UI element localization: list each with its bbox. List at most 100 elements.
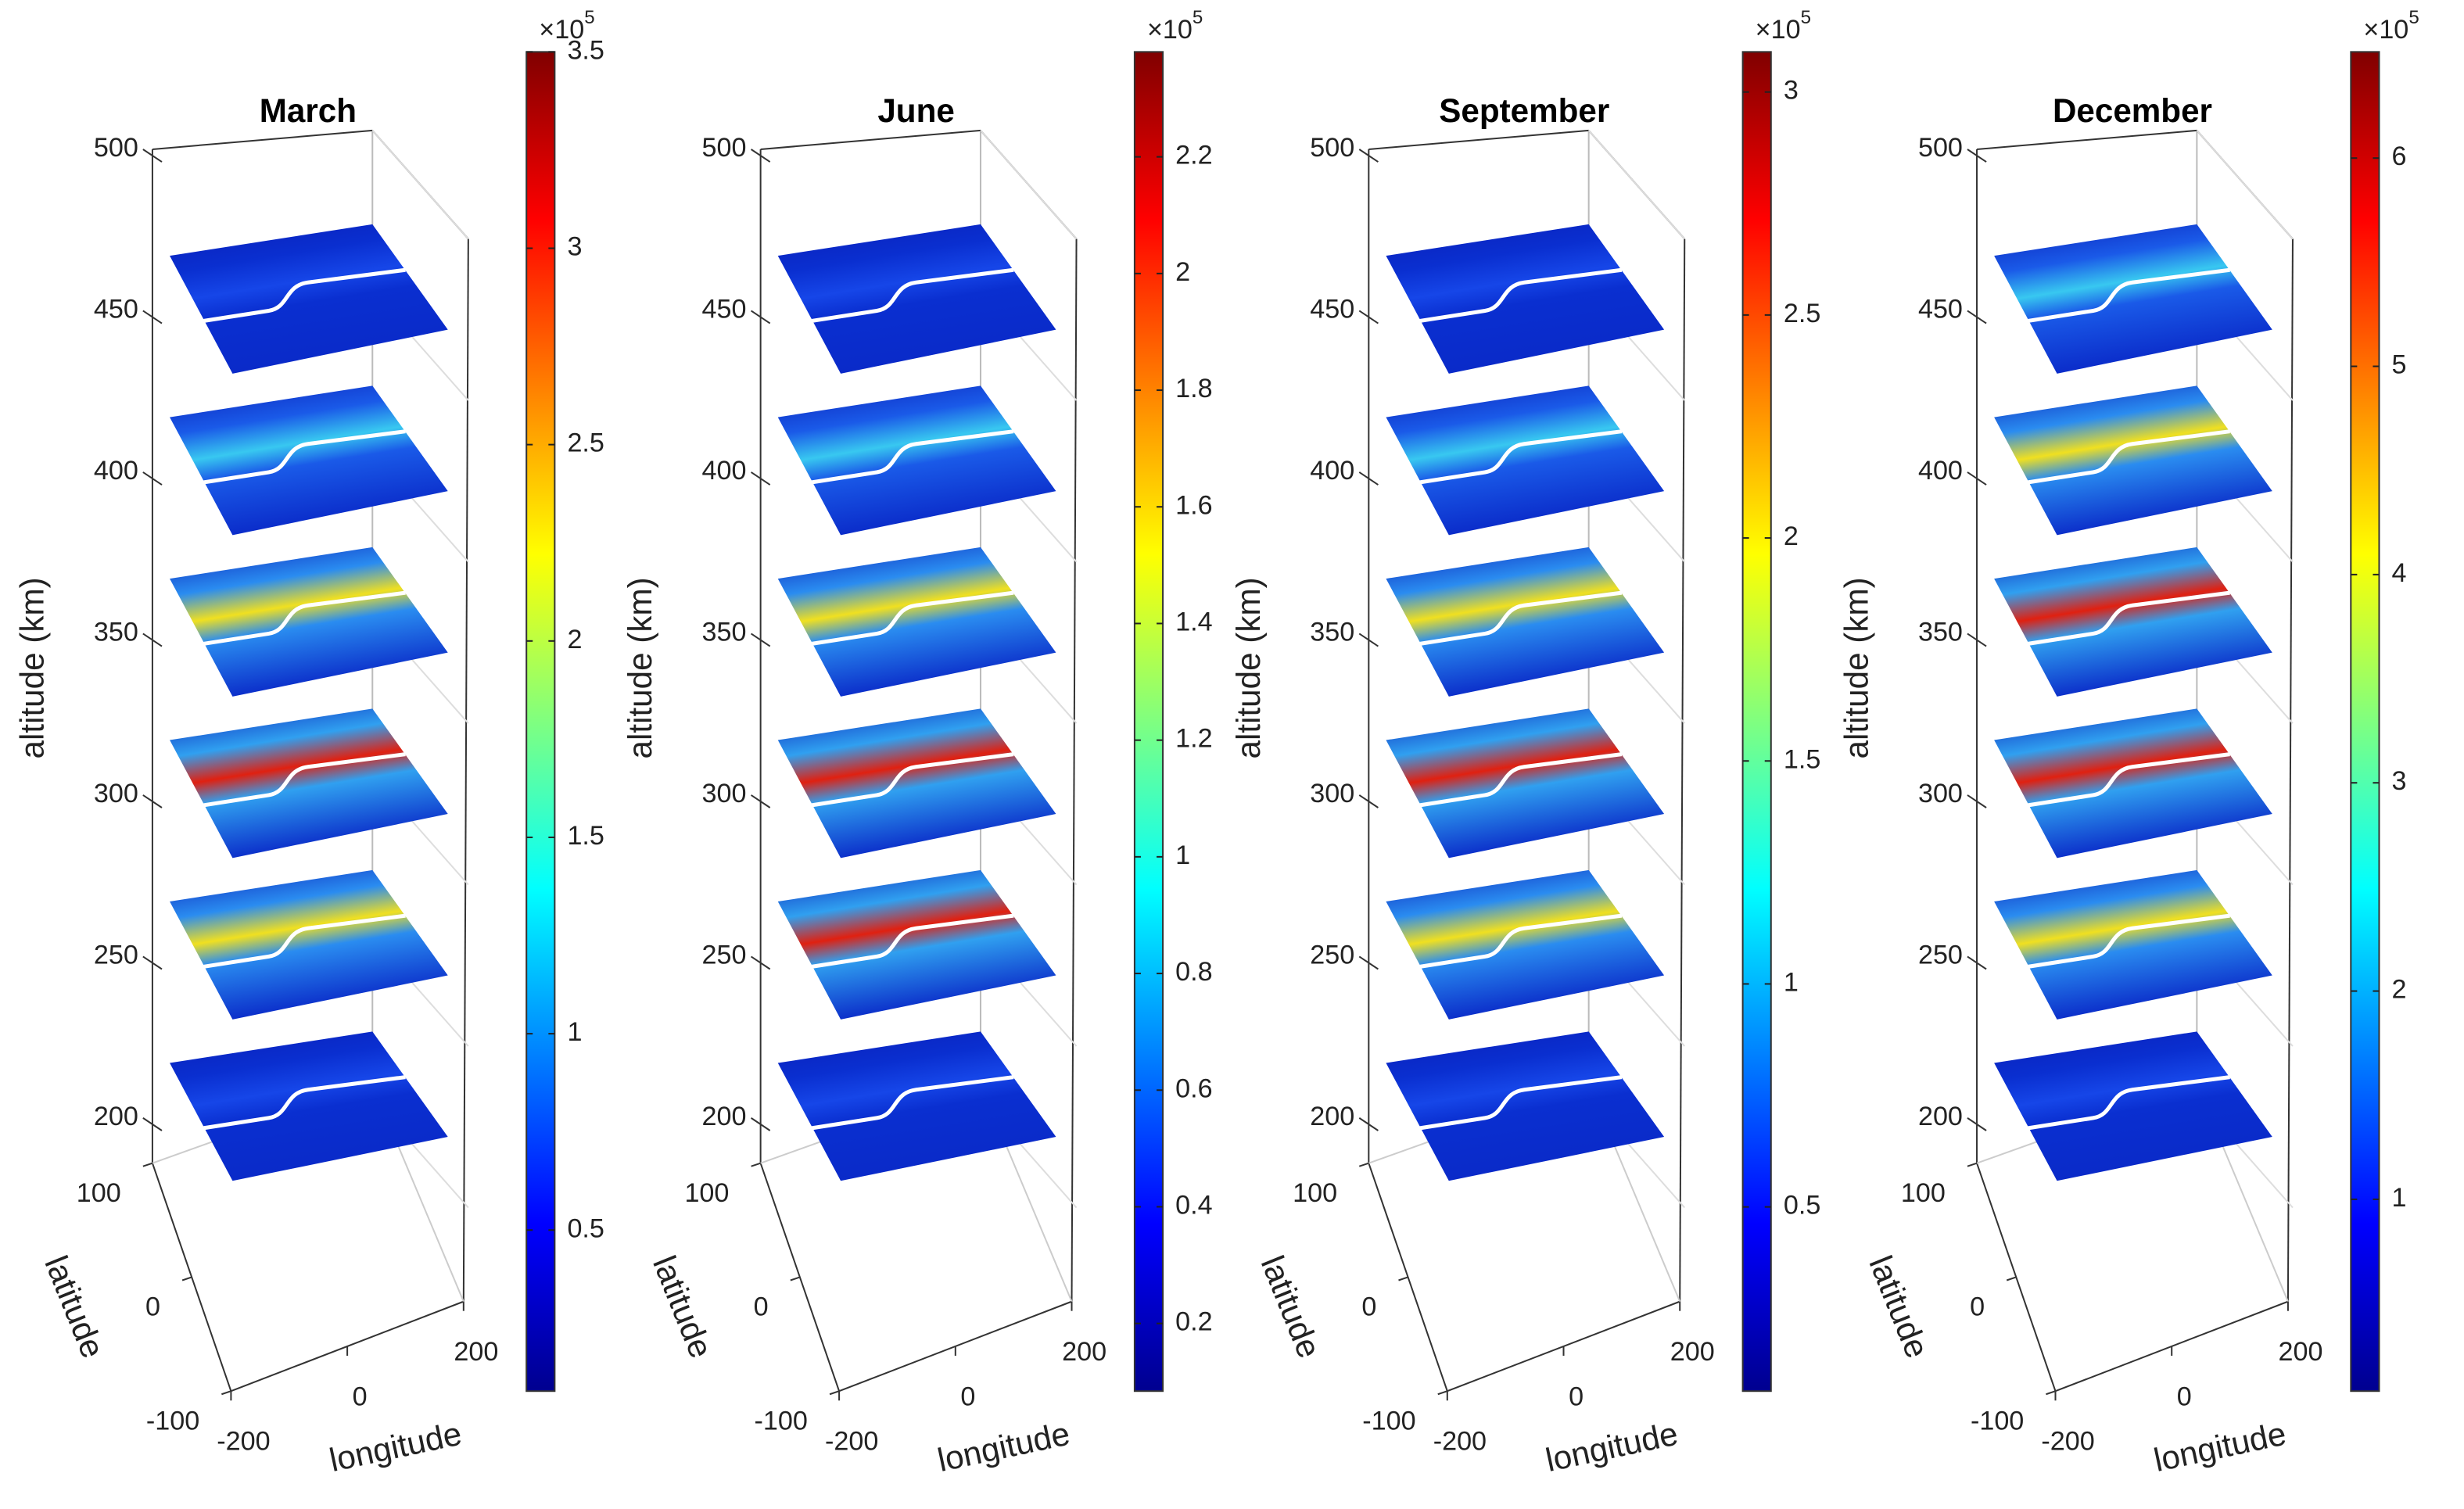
y-axis-label: latitude [646, 1251, 720, 1364]
equator-line [2021, 429, 2230, 486]
z-axis-label: altitude (km) [1230, 577, 1267, 758]
colorbar-tick-label: 3.5 [567, 35, 604, 65]
z-tick-label: 500 [1310, 133, 1354, 163]
z-tick [751, 1117, 771, 1131]
colorbar-tick-label: 0.6 [1175, 1074, 1212, 1103]
y-tick-label: 0 [1361, 1292, 1376, 1322]
colorbar-tick-label: 2 [2392, 975, 2407, 1005]
z-tick-label: 500 [94, 133, 138, 163]
equator-line [1414, 429, 1623, 486]
z-tick [1967, 1117, 1987, 1131]
z-tick-label: 350 [702, 617, 747, 647]
equator-line [197, 590, 406, 647]
z-tick [751, 310, 771, 324]
z-tick [751, 633, 771, 647]
box-edge [1976, 129, 2197, 150]
z-tick [751, 794, 771, 808]
y-axis-label: latitude [38, 1251, 112, 1364]
y-tick [751, 1162, 761, 1167]
z-tick-label: 200 [94, 1102, 138, 1131]
equator-line [2021, 1075, 2230, 1131]
colorbar-tick-label: 0.2 [1175, 1307, 1212, 1337]
colorbar-tick-label: 2 [1175, 257, 1190, 287]
grid-line [1587, 130, 1686, 240]
equator-line [805, 590, 1014, 647]
equator-line [197, 267, 406, 324]
colorbar-tick-label: 1.5 [1784, 744, 1820, 774]
altitude-slice [170, 224, 448, 374]
colorbar-tick-label: 0.5 [1784, 1191, 1820, 1220]
equator-line [197, 1075, 406, 1131]
z-tick-label: 450 [1918, 295, 1963, 324]
y-tick-label: 100 [1901, 1178, 1946, 1208]
y-tick [221, 1390, 231, 1396]
z-tick-label: 500 [1918, 133, 1963, 163]
y-tick-label: -100 [1362, 1406, 1415, 1436]
altitude-slice [777, 385, 1056, 536]
x-tick-label: 0 [960, 1382, 975, 1411]
grid-line [980, 130, 1078, 240]
z-tick [751, 471, 771, 486]
x-tick-label: 0 [2177, 1382, 2192, 1411]
colorbar-tick-label: 2.2 [1175, 141, 1212, 170]
z-tick-label: 450 [1310, 295, 1354, 324]
altitude-slice [777, 547, 1056, 697]
colorbar [2350, 51, 2380, 1393]
multiplier-power: 5 [2408, 7, 2419, 28]
y-tick-label: -100 [146, 1406, 199, 1436]
x-tick-label: 0 [353, 1382, 368, 1411]
equator-line [197, 429, 406, 486]
x-tick-label: 200 [1062, 1337, 1106, 1367]
box-edge [462, 238, 469, 1302]
box-edge [152, 129, 373, 150]
z-tick-label: 350 [1310, 617, 1354, 647]
equator-line [1414, 913, 1623, 970]
altitude-slice [170, 1031, 448, 1181]
y-tick [181, 1276, 192, 1281]
z-tick [1358, 471, 1379, 486]
equator-line [2021, 913, 2230, 970]
y-axis-label: latitude [1862, 1251, 1936, 1364]
z-tick [1967, 955, 1987, 970]
y-tick-label: 0 [1970, 1292, 1985, 1322]
z-tick [142, 1117, 163, 1131]
altitude-slice [777, 224, 1056, 374]
altitude-slice [1994, 708, 2272, 858]
box-edge [1679, 238, 1686, 1302]
colorbar-multiplier: ×105 [1756, 7, 1811, 45]
y-tick-label: 0 [145, 1292, 160, 1322]
x-tick-label: 0 [1569, 1382, 1583, 1411]
equator-line [805, 267, 1014, 324]
altitude-slice [170, 708, 448, 858]
box-edge [2286, 238, 2294, 1302]
z-tick [1967, 471, 1987, 486]
y-tick-label: -100 [1971, 1406, 2024, 1436]
equator-line [1414, 590, 1623, 647]
altitude-slice [777, 708, 1056, 858]
x-tick-label: -200 [217, 1427, 270, 1457]
colorbar-tick-label: 3 [1784, 76, 1799, 106]
altitude-slice [1386, 708, 1665, 858]
colorbar-tick-label: 0.8 [1175, 957, 1212, 987]
colorbar-tick-label: 5 [2392, 350, 2407, 380]
colorbar-tick-label: 1.8 [1175, 374, 1212, 403]
altitude-slice [1994, 1031, 2272, 1181]
y-tick [1437, 1390, 1448, 1396]
colorbar-tick-label: 1.4 [1175, 607, 1212, 636]
colorbar-tick-label: 1 [1175, 841, 1190, 870]
x-axis-label: longitude [934, 1415, 1073, 1479]
z-tick-label: 300 [94, 779, 138, 808]
x-tick-label: 200 [454, 1337, 498, 1367]
equator-line [2021, 752, 2230, 808]
box-edge [1071, 238, 1078, 1302]
z-tick-label: 300 [1310, 779, 1354, 808]
title: December [2053, 92, 2212, 129]
altitude-slice [1994, 869, 2272, 1020]
altitude-slice [1386, 1031, 1665, 1181]
altitude-slice [170, 547, 448, 697]
equator-line [2021, 267, 2230, 324]
z-tick [1358, 794, 1379, 808]
z-tick-label: 400 [1918, 456, 1963, 486]
